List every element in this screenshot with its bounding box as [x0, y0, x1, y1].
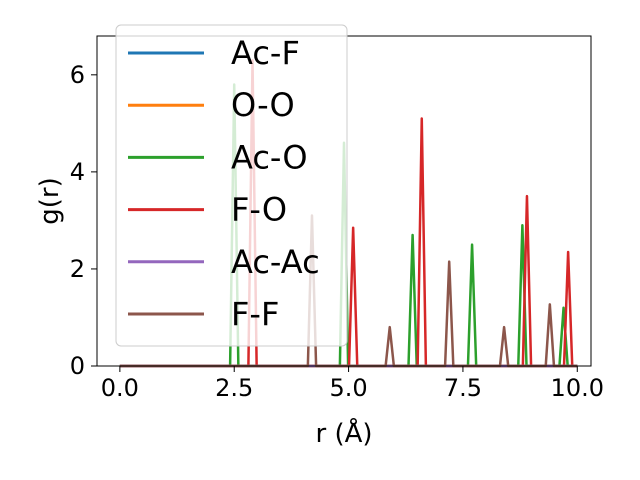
legend-label-f-f: F-F [231, 295, 279, 333]
x-tick-label: 2.5 [215, 374, 253, 402]
legend-label-o-o: O-O [231, 86, 295, 124]
legend-label-ac-f: Ac-F [231, 34, 300, 72]
x-tick-label: 0.0 [101, 374, 139, 402]
legend-label-ac-ac: Ac-Ac [231, 243, 320, 281]
legend-label-ac-o: Ac-O [231, 138, 308, 176]
legend: Ac-F O-O Ac-O F-O Ac-Ac F-F [115, 24, 348, 347]
x-axis-label: r (Å) [315, 417, 372, 449]
legend-label-f-o: F-O [231, 191, 287, 229]
y-tick-label: 2 [70, 255, 85, 283]
x-tick-label: 5.0 [329, 374, 367, 402]
y-axis-label: g(r) [35, 177, 65, 224]
y-axis: 0 2 4 6 [70, 61, 97, 380]
legend-entries: Ac-F O-O Ac-O F-O Ac-Ac F-F [128, 34, 320, 333]
y-tick-label: 6 [70, 61, 85, 89]
x-tick-label: 7.5 [444, 374, 482, 402]
y-tick-label: 0 [70, 352, 85, 380]
x-axis: 0.0 2.5 5.0 7.5 10.0 [101, 366, 604, 402]
y-tick-label: 4 [70, 158, 85, 186]
x-tick-label: 10.0 [551, 374, 604, 402]
